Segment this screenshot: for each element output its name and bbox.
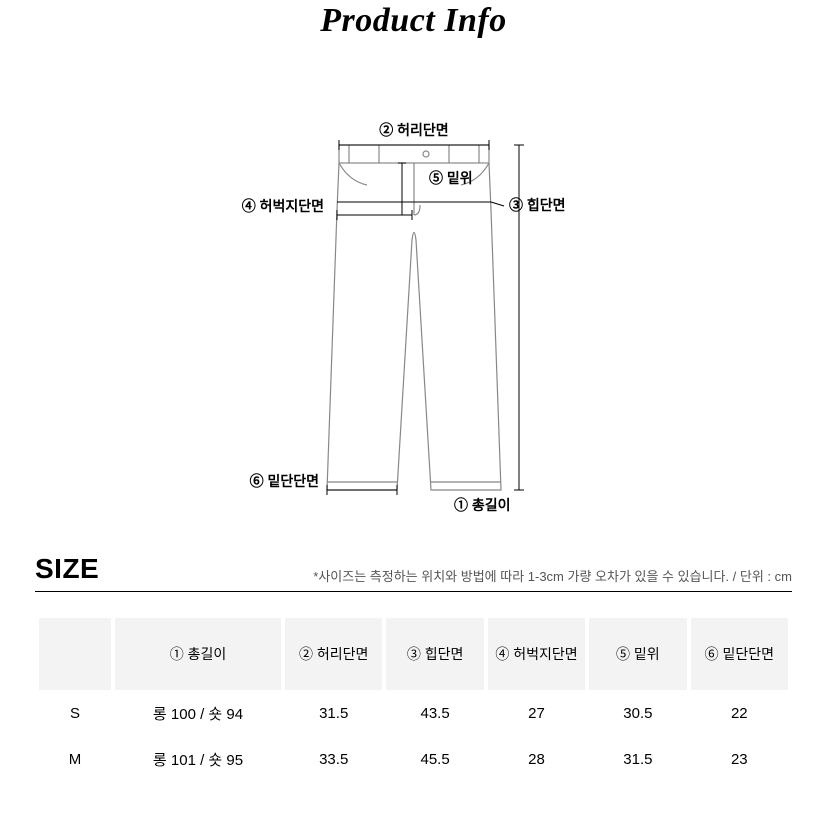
cell-waist: 31.5 xyxy=(285,690,382,736)
th-thigh: ④ 허벅지단면 xyxy=(488,618,585,690)
table-row: S 롱 100 / 숏 94 31.5 43.5 27 30.5 22 xyxy=(39,690,788,736)
th-waist: ② 허리단면 xyxy=(285,618,382,690)
page-title: Product Info xyxy=(0,0,827,40)
cell-size: S xyxy=(39,690,111,736)
size-header-row: SIZE *사이즈는 측정하는 위치와 방법에 따라 1-3cm 가량 오차가 … xyxy=(35,553,792,592)
cell-waist: 33.5 xyxy=(285,736,382,782)
cell-rise: 31.5 xyxy=(589,736,686,782)
size-heading: SIZE xyxy=(35,553,99,585)
cell-hem: 22 xyxy=(691,690,788,736)
diagram-label-waist: ② 허리단면 xyxy=(379,122,448,138)
measurement-diagram: ② 허리단면 ⑤ 밑위 ④ 허벅지단면 ③ 힙단면 ① 총길이 ⑥ 밑단단면 xyxy=(0,120,827,515)
diagram-label-thigh: ④ 허벅지단면 xyxy=(241,198,323,214)
th-rise: ⑤ 밑위 xyxy=(589,618,686,690)
diagram-label-rise: ⑤ 밑위 xyxy=(429,170,473,186)
th-hip: ③ 힙단면 xyxy=(386,618,483,690)
th-size xyxy=(39,618,111,690)
table-header-row: ① 총길이 ② 허리단면 ③ 힙단면 ④ 허벅지단면 ⑤ 밑위 ⑥ 밑단단면 xyxy=(39,618,788,690)
size-section: SIZE *사이즈는 측정하는 위치와 방법에 따라 1-3cm 가량 오차가 … xyxy=(0,553,827,782)
diagram-label-hip: ③ 힙단면 xyxy=(509,197,566,213)
size-note: *사이즈는 측정하는 위치와 방법에 따라 1-3cm 가량 오차가 있을 수 … xyxy=(313,566,792,585)
cell-hip: 45.5 xyxy=(386,736,483,782)
cell-hem: 23 xyxy=(691,736,788,782)
th-hem: ⑥ 밑단단면 xyxy=(691,618,788,690)
cell-length: 롱 100 / 숏 94 xyxy=(115,690,281,736)
th-length: ① 총길이 xyxy=(115,618,281,690)
diagram-label-length: ① 총길이 xyxy=(454,497,511,513)
cell-size: M xyxy=(39,736,111,782)
cell-length: 롱 101 / 숏 95 xyxy=(115,736,281,782)
size-table: ① 총길이 ② 허리단면 ③ 힙단면 ④ 허벅지단면 ⑤ 밑위 ⑥ 밑단단면 S… xyxy=(35,618,792,782)
cell-rise: 30.5 xyxy=(589,690,686,736)
cell-thigh: 28 xyxy=(488,736,585,782)
diagram-label-hem: ⑥ 밑단단면 xyxy=(249,473,318,489)
pants-diagram-svg: ② 허리단면 ⑤ 밑위 ④ 허벅지단면 ③ 힙단면 ① 총길이 ⑥ 밑단단면 xyxy=(154,120,674,515)
cell-thigh: 27 xyxy=(488,690,585,736)
table-row: M 롱 101 / 숏 95 33.5 45.5 28 31.5 23 xyxy=(39,736,788,782)
cell-hip: 43.5 xyxy=(386,690,483,736)
